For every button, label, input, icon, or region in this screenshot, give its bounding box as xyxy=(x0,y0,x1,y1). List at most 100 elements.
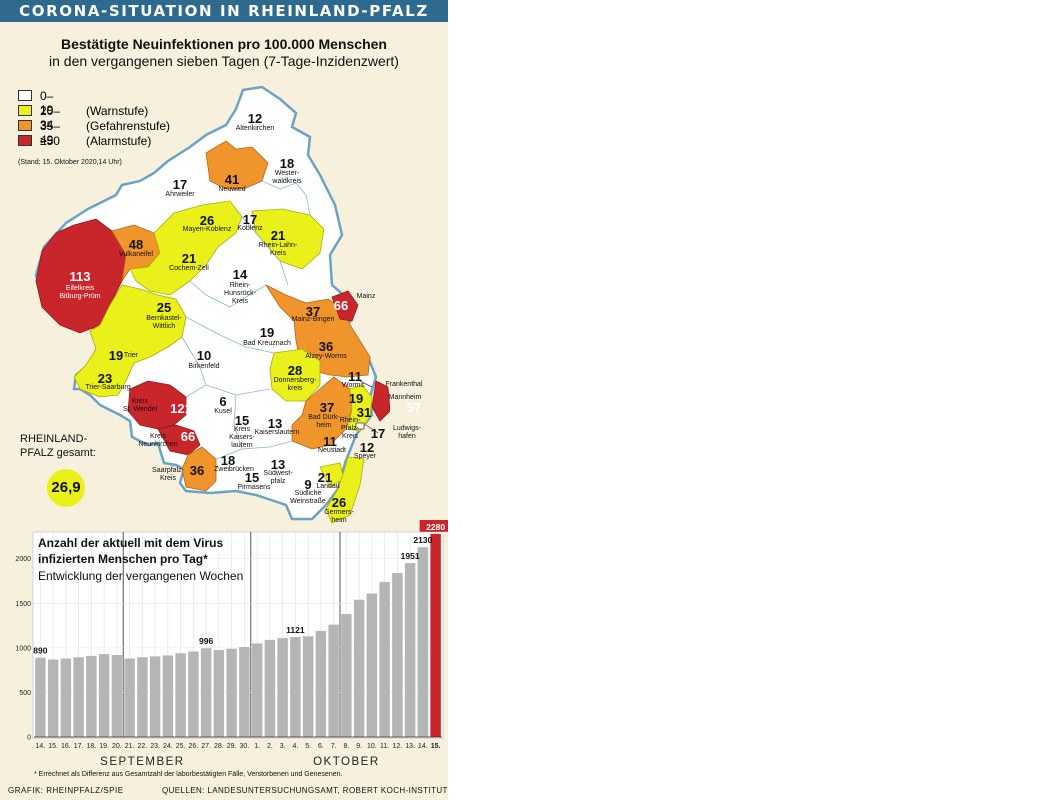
district-value: 12 xyxy=(247,111,263,126)
region-mayen-cochem xyxy=(129,200,243,296)
month-label: OKTOBER xyxy=(313,756,380,768)
district-value: 18 xyxy=(279,156,295,171)
district-value: 36 xyxy=(318,339,334,354)
x-tick-label: 9. xyxy=(356,743,362,750)
legend-range: 0–19 xyxy=(40,89,54,117)
chart-x-ticks: 14. 15. 16. 17. 18. 19. 20. 21. 22. 23. 24. 25. 26. 2… xyxy=(36,743,441,750)
district-name: Kreis Kaisers- lautern xyxy=(229,426,255,449)
district-name: Birkenfeld xyxy=(188,363,220,370)
district-name: Worms xyxy=(341,382,365,389)
data-label: 1951 xyxy=(401,551,420,561)
district-name: Germers- heim xyxy=(324,509,354,524)
data-label: 996 xyxy=(199,636,213,646)
district-name: Kusel xyxy=(214,408,232,415)
y-tick-label: 1500 xyxy=(15,601,31,608)
district-value: 21 xyxy=(181,251,197,266)
chart-y-ticks: 0 500 1000 1500 2000 xyxy=(15,556,31,741)
district-name: Eifelkreis Bitburg-Prüm xyxy=(59,285,101,300)
district-value: 15 xyxy=(244,470,260,485)
district-name: Saarpfalz- Kreis xyxy=(152,467,184,482)
bar xyxy=(430,533,441,737)
data-label: 2280 xyxy=(426,522,445,532)
district-name: Kaiserslautern xyxy=(254,429,300,436)
chart-month-labels: SEPTEMBER OKTOBER xyxy=(100,756,380,768)
district-name: Alzey-Worms xyxy=(305,353,347,360)
x-tick-label: 28. xyxy=(214,743,224,750)
total-badge xyxy=(47,469,85,507)
district-name: Bad Dürk- heim xyxy=(308,414,340,429)
chart-footnote: * Errechnet als Differenz aus Gesamtzahl… xyxy=(34,771,343,778)
x-tick-label: 13. xyxy=(405,743,415,750)
district-value: 18 xyxy=(220,453,236,468)
district-name: Neustadt xyxy=(317,447,347,454)
x-tick-label: 22. xyxy=(138,743,148,750)
x-tick-label: 6. xyxy=(318,743,324,750)
bar xyxy=(302,636,314,737)
legend-range: 35–49 xyxy=(40,119,61,147)
legend-swatch xyxy=(18,105,32,116)
month-label: SEPTEMBER xyxy=(100,756,184,768)
x-tick-label: 18. xyxy=(87,743,97,750)
bar xyxy=(264,639,276,737)
district-value: 17 xyxy=(172,177,188,192)
legend-desc: (Alarmstufe) xyxy=(86,134,152,148)
bar xyxy=(60,658,72,737)
bar xyxy=(200,648,212,737)
district-value: 21 xyxy=(270,228,286,243)
district-name: Kreis St. Wendel xyxy=(122,398,158,413)
district-name: Südwest- pfalz xyxy=(263,470,293,485)
district-name: Vulkaneifel xyxy=(119,251,153,258)
bar xyxy=(417,547,429,737)
district-value: 37 xyxy=(305,304,321,319)
district-value: 13 xyxy=(267,416,283,431)
x-tick-label: 7. xyxy=(331,743,337,750)
region-bad-duerkheim xyxy=(291,376,353,450)
region-neuwied xyxy=(205,140,269,190)
region-saarpfalz xyxy=(181,446,217,492)
district-value: 19 xyxy=(108,348,124,363)
bar xyxy=(98,654,110,737)
bar xyxy=(213,650,225,737)
data-label: 2130 xyxy=(413,535,432,545)
x-tick-label: 17. xyxy=(74,743,84,750)
district-value: 37 xyxy=(319,400,335,415)
x-tick-label: 14. xyxy=(418,743,428,750)
district-value: 14 xyxy=(232,267,248,282)
data-label: 1121 xyxy=(286,625,305,635)
x-tick-label: 20. xyxy=(112,743,122,750)
map-subtitle: in den vergangenen sieben Tagen (7-Tage-… xyxy=(49,53,399,69)
x-tick-label: 30. xyxy=(240,743,250,750)
district-name: Zweibrücken xyxy=(214,466,254,473)
region-rhein-pfalz xyxy=(347,384,373,432)
legend-desc: (Warnstufe) xyxy=(86,104,149,118)
x-tick-label: 8. xyxy=(343,743,349,750)
district-value: 26 xyxy=(331,495,347,510)
chart-data-labels: 890 996 1121 1951 2130 2280 xyxy=(33,520,448,656)
legend-swatch xyxy=(18,135,32,146)
bar xyxy=(277,638,288,737)
highlight-label-box xyxy=(419,520,448,532)
bar xyxy=(73,657,84,737)
district-name: Kreis Neunkirchen xyxy=(138,433,178,448)
region-mannheim xyxy=(371,380,390,422)
district-name: Bernkastel- Wittlich xyxy=(146,315,182,330)
region-bernkastel-trier xyxy=(73,284,187,398)
district-value: 25 xyxy=(156,300,172,315)
district-name: Mainz xyxy=(356,293,376,300)
district-value: 15 xyxy=(234,413,250,428)
district-value: 66 xyxy=(180,429,196,444)
bar xyxy=(47,659,59,737)
chart-bars xyxy=(34,533,442,738)
x-tick-label: 14. xyxy=(36,743,46,750)
bar xyxy=(149,656,161,737)
x-tick-label: 5. xyxy=(305,743,311,750)
district-name: Pirmasens xyxy=(237,484,271,491)
district-value: 19 xyxy=(259,325,275,340)
bar xyxy=(111,655,123,737)
data-sources: QUELLEN: LANDESUNTERSUCHUNGSAMT, ROBERT … xyxy=(162,786,448,795)
district-name: Neuwied xyxy=(218,186,246,193)
district-name: Bad Kreuznach xyxy=(243,340,291,347)
map-title: Bestätigte Neuinfektionen pro 100.000 Me… xyxy=(61,36,387,52)
bar xyxy=(251,643,263,737)
